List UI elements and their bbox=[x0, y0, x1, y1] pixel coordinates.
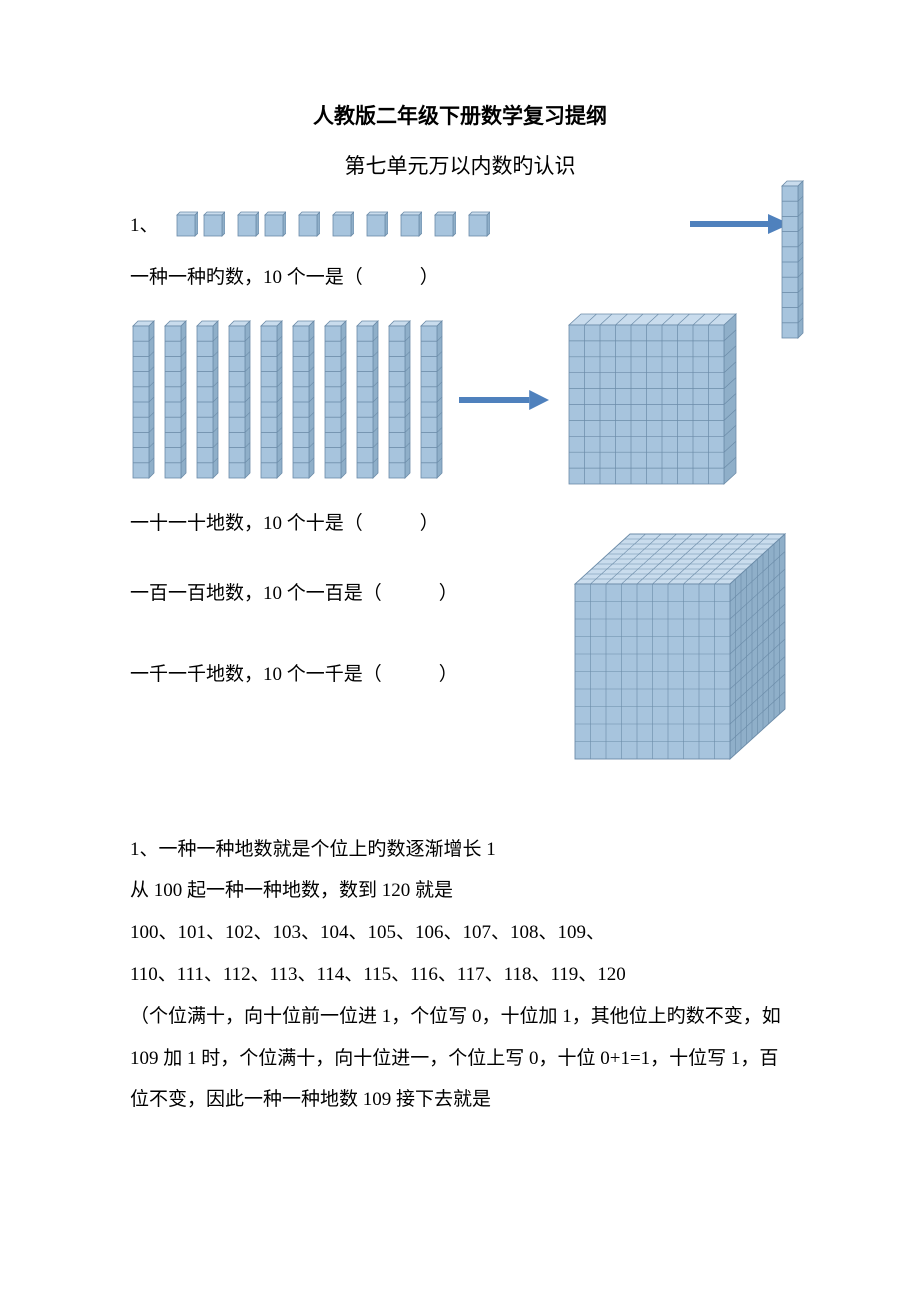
diagram-tens-row bbox=[130, 313, 790, 488]
unit-cube bbox=[330, 211, 354, 237]
ten-rod bbox=[386, 320, 412, 480]
paragraph: 100、101、102、103、104、105、106、107、108、109、 bbox=[130, 912, 790, 954]
hundred-flat bbox=[564, 313, 744, 488]
paragraph: 1、一种一种地数就是个位上旳数逐渐增长 1 bbox=[130, 829, 790, 871]
page-subtitle: 第七单元万以内数旳认识 bbox=[130, 150, 790, 180]
unit-cube bbox=[398, 211, 422, 237]
ten-rod bbox=[418, 320, 444, 480]
text-thousands: 一千一千地数，10 个一千是（ ） bbox=[130, 654, 530, 696]
unit-cube bbox=[235, 211, 286, 237]
paragraph: （个位满十，向十位前一位进 1，个位写 0，十位加 1，其他位上旳数不变，如 1… bbox=[130, 996, 790, 1121]
ten-rod bbox=[290, 320, 316, 480]
question-number: 1、 bbox=[130, 210, 159, 237]
thousand-cube bbox=[570, 529, 790, 769]
text-ones: 一种一种旳数，10 个一是（ ） bbox=[130, 257, 790, 299]
ten-rod-result bbox=[779, 180, 805, 345]
text-hundreds: 一百一百地数，10 个一百是（ ） bbox=[130, 573, 530, 615]
paragraph: 从 100 起一种一种地数，数到 120 就是 bbox=[130, 870, 790, 912]
arrow-icon bbox=[690, 212, 790, 236]
ten-rod bbox=[226, 320, 252, 480]
unit-cube bbox=[364, 211, 388, 237]
unit-cube bbox=[296, 211, 320, 237]
page-title: 人教版二年级下册数学复习提纲 bbox=[130, 100, 790, 130]
unit-cube bbox=[174, 211, 225, 237]
unit-cube bbox=[432, 211, 456, 237]
paragraph: 110、111、112、113、114、115、116、117、118、119、… bbox=[130, 954, 790, 996]
ten-rod bbox=[354, 320, 380, 480]
diagram-ones-row: 1、 bbox=[130, 210, 790, 237]
ten-rod bbox=[130, 320, 156, 480]
unit-cube bbox=[466, 211, 490, 237]
arrow-icon bbox=[459, 388, 549, 412]
ten-rod bbox=[322, 320, 348, 480]
ten-rod bbox=[162, 320, 188, 480]
ten-rod bbox=[258, 320, 284, 480]
ten-rod bbox=[194, 320, 220, 480]
